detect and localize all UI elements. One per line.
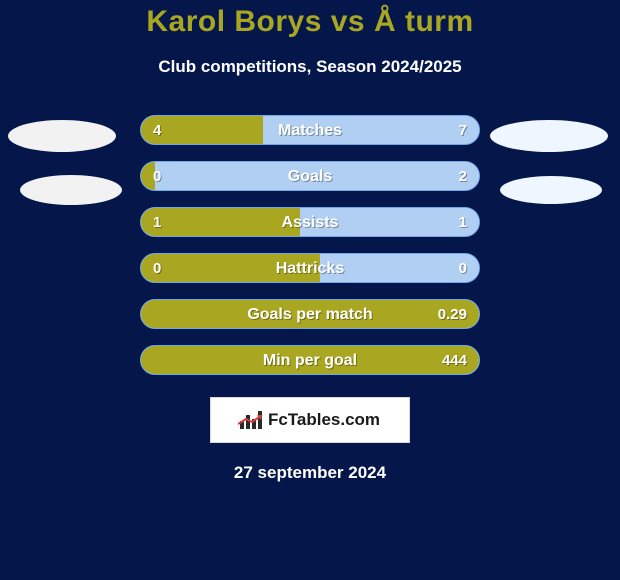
stat-row: Assists1 1 bbox=[140, 207, 480, 237]
stat-value-right: 7 bbox=[459, 116, 467, 145]
page-subtitle: Club competitions, Season 2024/2025 bbox=[0, 57, 620, 77]
stat-row: Min per goal444 bbox=[140, 345, 480, 375]
stat-value-left: 4 bbox=[153, 116, 161, 145]
stat-row: Goals per match0.29 bbox=[140, 299, 480, 329]
stat-value-right: 1 bbox=[459, 208, 467, 237]
stat-label: Assists bbox=[141, 208, 479, 237]
logo-arrow-icon bbox=[238, 415, 264, 425]
stat-value-right: 444 bbox=[442, 346, 467, 375]
ellipse-top-left bbox=[8, 120, 116, 152]
stat-label: Hattricks bbox=[141, 254, 479, 283]
stat-row: Goals0 2 bbox=[140, 161, 480, 191]
stats-area: Matches47Goals02Assists11Hattricks00Goal… bbox=[0, 115, 620, 375]
stat-label: Matches bbox=[141, 116, 479, 145]
stat-value-right: 2 bbox=[459, 162, 467, 191]
ellipse-mid-right bbox=[500, 176, 602, 204]
stat-value-left: 1 bbox=[153, 208, 161, 237]
logo-chart-icon bbox=[240, 411, 262, 429]
logo-text: FcTables.com bbox=[268, 410, 380, 430]
bars-column: Matches47Goals02Assists11Hattricks00Goal… bbox=[140, 115, 480, 375]
stat-row: Matches4 7 bbox=[140, 115, 480, 145]
stat-row: Hattricks0 0 bbox=[140, 253, 480, 283]
stat-value-right: 0.29 bbox=[438, 300, 467, 329]
stat-label: Min per goal bbox=[141, 346, 479, 375]
page-title: Karol Borys vs Å turm bbox=[0, 5, 620, 39]
comparison-card: Karol Borys vs Å turm Club competitions,… bbox=[0, 0, 620, 580]
stat-value-left: 0 bbox=[153, 162, 161, 191]
logo-box: FcTables.com bbox=[210, 397, 410, 443]
date-line: 27 september 2024 bbox=[0, 463, 620, 483]
ellipse-mid-left bbox=[20, 175, 122, 205]
ellipse-top-right bbox=[490, 120, 608, 152]
stat-value-left: 0 bbox=[153, 254, 161, 283]
stat-label: Goals per match bbox=[141, 300, 479, 329]
stat-value-right: 0 bbox=[459, 254, 467, 283]
stat-label: Goals bbox=[141, 162, 479, 191]
